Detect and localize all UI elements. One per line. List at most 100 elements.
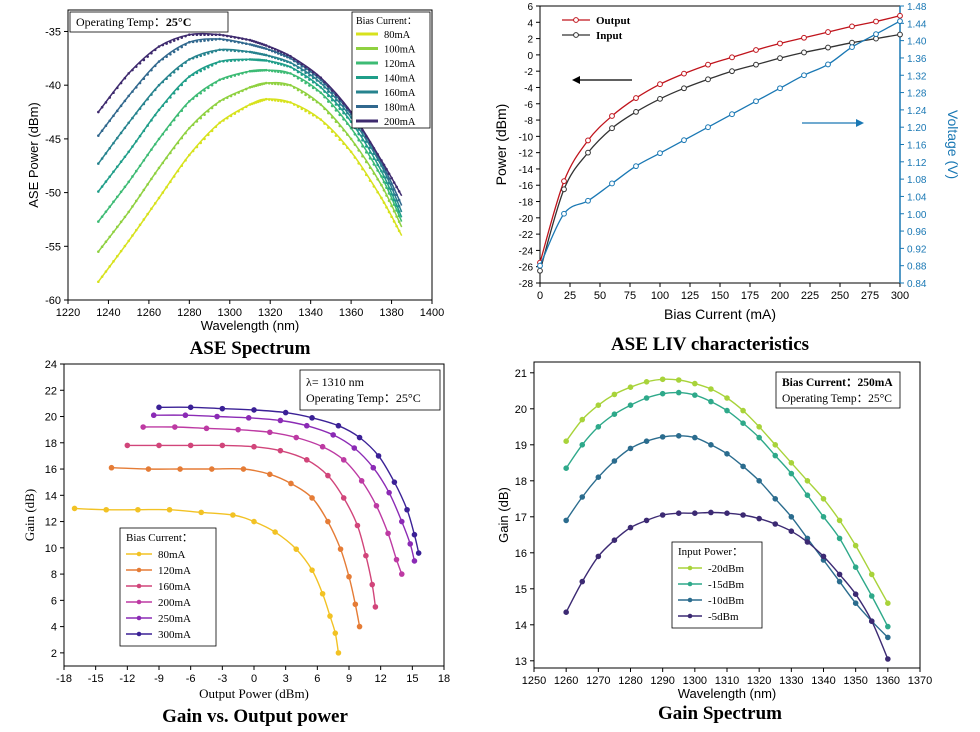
x-tick-label: 200 [771, 290, 789, 302]
data-point [633, 95, 639, 101]
data-point [277, 57, 280, 61]
data-point [353, 156, 357, 159]
data-point [134, 112, 138, 115]
y2-tick-label: 0.96 [907, 227, 927, 238]
data-point [368, 140, 372, 144]
data-point [191, 40, 195, 44]
data-point [123, 185, 127, 189]
data-point [364, 160, 368, 164]
data-point [286, 64, 289, 68]
data-point [308, 68, 311, 71]
legend-label: 80mA [158, 549, 186, 561]
y-tick-label: -45 [45, 134, 61, 146]
data-point [214, 33, 218, 37]
data-point [241, 89, 244, 93]
x-tick-label: 1330 [779, 675, 803, 687]
data-point [214, 49, 218, 53]
x-tick-label: 1370 [908, 675, 932, 687]
data-point [319, 590, 326, 597]
series-line-Output [539, 15, 901, 263]
data-point [340, 457, 347, 463]
data-point [609, 180, 615, 187]
annotation-box [69, 11, 229, 33]
x-tick-label: 0 [537, 290, 543, 302]
data-point [415, 550, 422, 556]
x-axis-label: Bias Current (mA) [664, 306, 776, 322]
data-point [338, 97, 342, 101]
data-point [119, 220, 123, 224]
data-point [595, 474, 602, 480]
data-point [296, 76, 300, 80]
y-axis-label: Gain (dB) [22, 489, 37, 541]
data-point [330, 130, 334, 133]
data-point [675, 389, 682, 396]
data-point [825, 44, 831, 51]
data-point [657, 95, 663, 102]
data-point [267, 59, 271, 63]
data-point [123, 244, 127, 248]
y-tick-label: -60 [45, 295, 61, 307]
data-point [327, 100, 330, 103]
data-point [195, 145, 199, 149]
data-point [142, 188, 146, 192]
data-point [325, 472, 331, 479]
data-point [292, 103, 296, 106]
data-point [156, 404, 162, 411]
data-point [392, 188, 396, 191]
data-point [395, 199, 398, 202]
data-point [124, 442, 131, 449]
data-point [264, 97, 268, 101]
data-point [708, 386, 714, 392]
data-point [142, 218, 146, 221]
data-point [334, 93, 338, 97]
data-point [134, 65, 138, 68]
data-point [150, 148, 153, 151]
data-point [277, 70, 280, 74]
data-point [643, 395, 650, 401]
legend-label: 80mA [384, 30, 411, 41]
data-point [385, 186, 388, 190]
data-point [304, 109, 307, 113]
data-point [169, 151, 172, 155]
data-point [134, 169, 138, 173]
data-point [172, 39, 176, 42]
data-point [361, 131, 364, 134]
data-point [199, 116, 203, 120]
data-point [753, 98, 759, 105]
data-point [100, 129, 104, 132]
data-point [177, 466, 183, 472]
data-point [659, 434, 666, 440]
data-point [245, 415, 252, 421]
data-point [372, 185, 376, 188]
data-point [627, 445, 634, 452]
data-point [157, 166, 161, 170]
y-tick-label: 18 [515, 476, 527, 488]
data-point [153, 88, 157, 92]
data-point [172, 146, 176, 150]
data-point [296, 88, 300, 92]
data-point [820, 496, 827, 502]
data-point [273, 50, 277, 54]
data-point [244, 87, 248, 91]
data-point [157, 60, 161, 63]
data-point [267, 69, 271, 72]
y-tick-label: -40 [45, 80, 61, 92]
legend-marker [687, 613, 693, 619]
legend-marker [136, 567, 142, 573]
data-point [270, 82, 274, 85]
data-point [319, 443, 326, 450]
data-point [260, 82, 264, 86]
annotation-text: Operating Temp：25°C [306, 391, 421, 405]
data-point [397, 204, 401, 208]
data-point [254, 84, 258, 88]
data-point [308, 84, 311, 87]
data-point [119, 81, 123, 85]
data-point [361, 128, 364, 132]
data-point [206, 65, 210, 69]
data-point [195, 94, 199, 98]
data-point [804, 539, 811, 545]
data-point [376, 158, 379, 161]
y-tick-label: -50 [45, 188, 61, 200]
y-tick-label: 18 [45, 438, 57, 450]
data-point [777, 40, 783, 47]
